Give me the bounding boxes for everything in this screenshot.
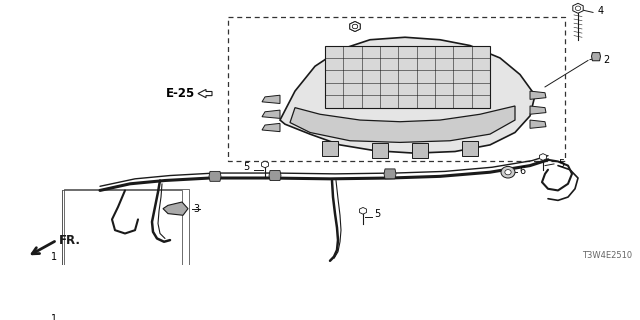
Polygon shape <box>360 207 367 214</box>
Circle shape <box>501 166 515 178</box>
Polygon shape <box>350 21 360 31</box>
Text: 5: 5 <box>374 209 380 219</box>
Polygon shape <box>280 37 535 153</box>
Polygon shape <box>262 95 280 103</box>
Text: 6: 6 <box>519 166 525 176</box>
Polygon shape <box>540 154 547 160</box>
Bar <box>62 190 182 265</box>
Polygon shape <box>530 91 546 99</box>
Text: T3W4E2510: T3W4E2510 <box>582 251 632 260</box>
Polygon shape <box>573 3 583 13</box>
Polygon shape <box>262 124 280 132</box>
Polygon shape <box>262 110 280 118</box>
Polygon shape <box>530 120 546 128</box>
Bar <box>325 45 490 108</box>
Bar <box>412 143 428 158</box>
Bar <box>462 141 478 156</box>
Text: E-25: E-25 <box>166 87 195 100</box>
Polygon shape <box>290 106 515 142</box>
Polygon shape <box>269 171 281 180</box>
Text: 3: 3 <box>193 204 199 214</box>
Circle shape <box>352 24 358 29</box>
Polygon shape <box>350 21 360 31</box>
Polygon shape <box>530 106 546 114</box>
Text: 5: 5 <box>558 159 564 169</box>
Text: 1: 1 <box>51 314 57 320</box>
Text: FR.: FR. <box>59 234 81 247</box>
Text: 1: 1 <box>51 252 57 262</box>
Bar <box>64 189 189 265</box>
Circle shape <box>575 6 580 11</box>
Polygon shape <box>163 202 188 215</box>
Text: 5: 5 <box>243 162 249 172</box>
Polygon shape <box>198 89 212 98</box>
Circle shape <box>352 24 358 29</box>
Polygon shape <box>591 52 600 61</box>
Polygon shape <box>384 169 396 179</box>
Bar <box>322 141 338 156</box>
Circle shape <box>505 170 511 175</box>
Text: 4: 4 <box>598 6 604 16</box>
Text: 2: 2 <box>603 55 609 65</box>
Polygon shape <box>262 161 269 168</box>
Bar <box>372 143 388 158</box>
Polygon shape <box>209 172 221 181</box>
